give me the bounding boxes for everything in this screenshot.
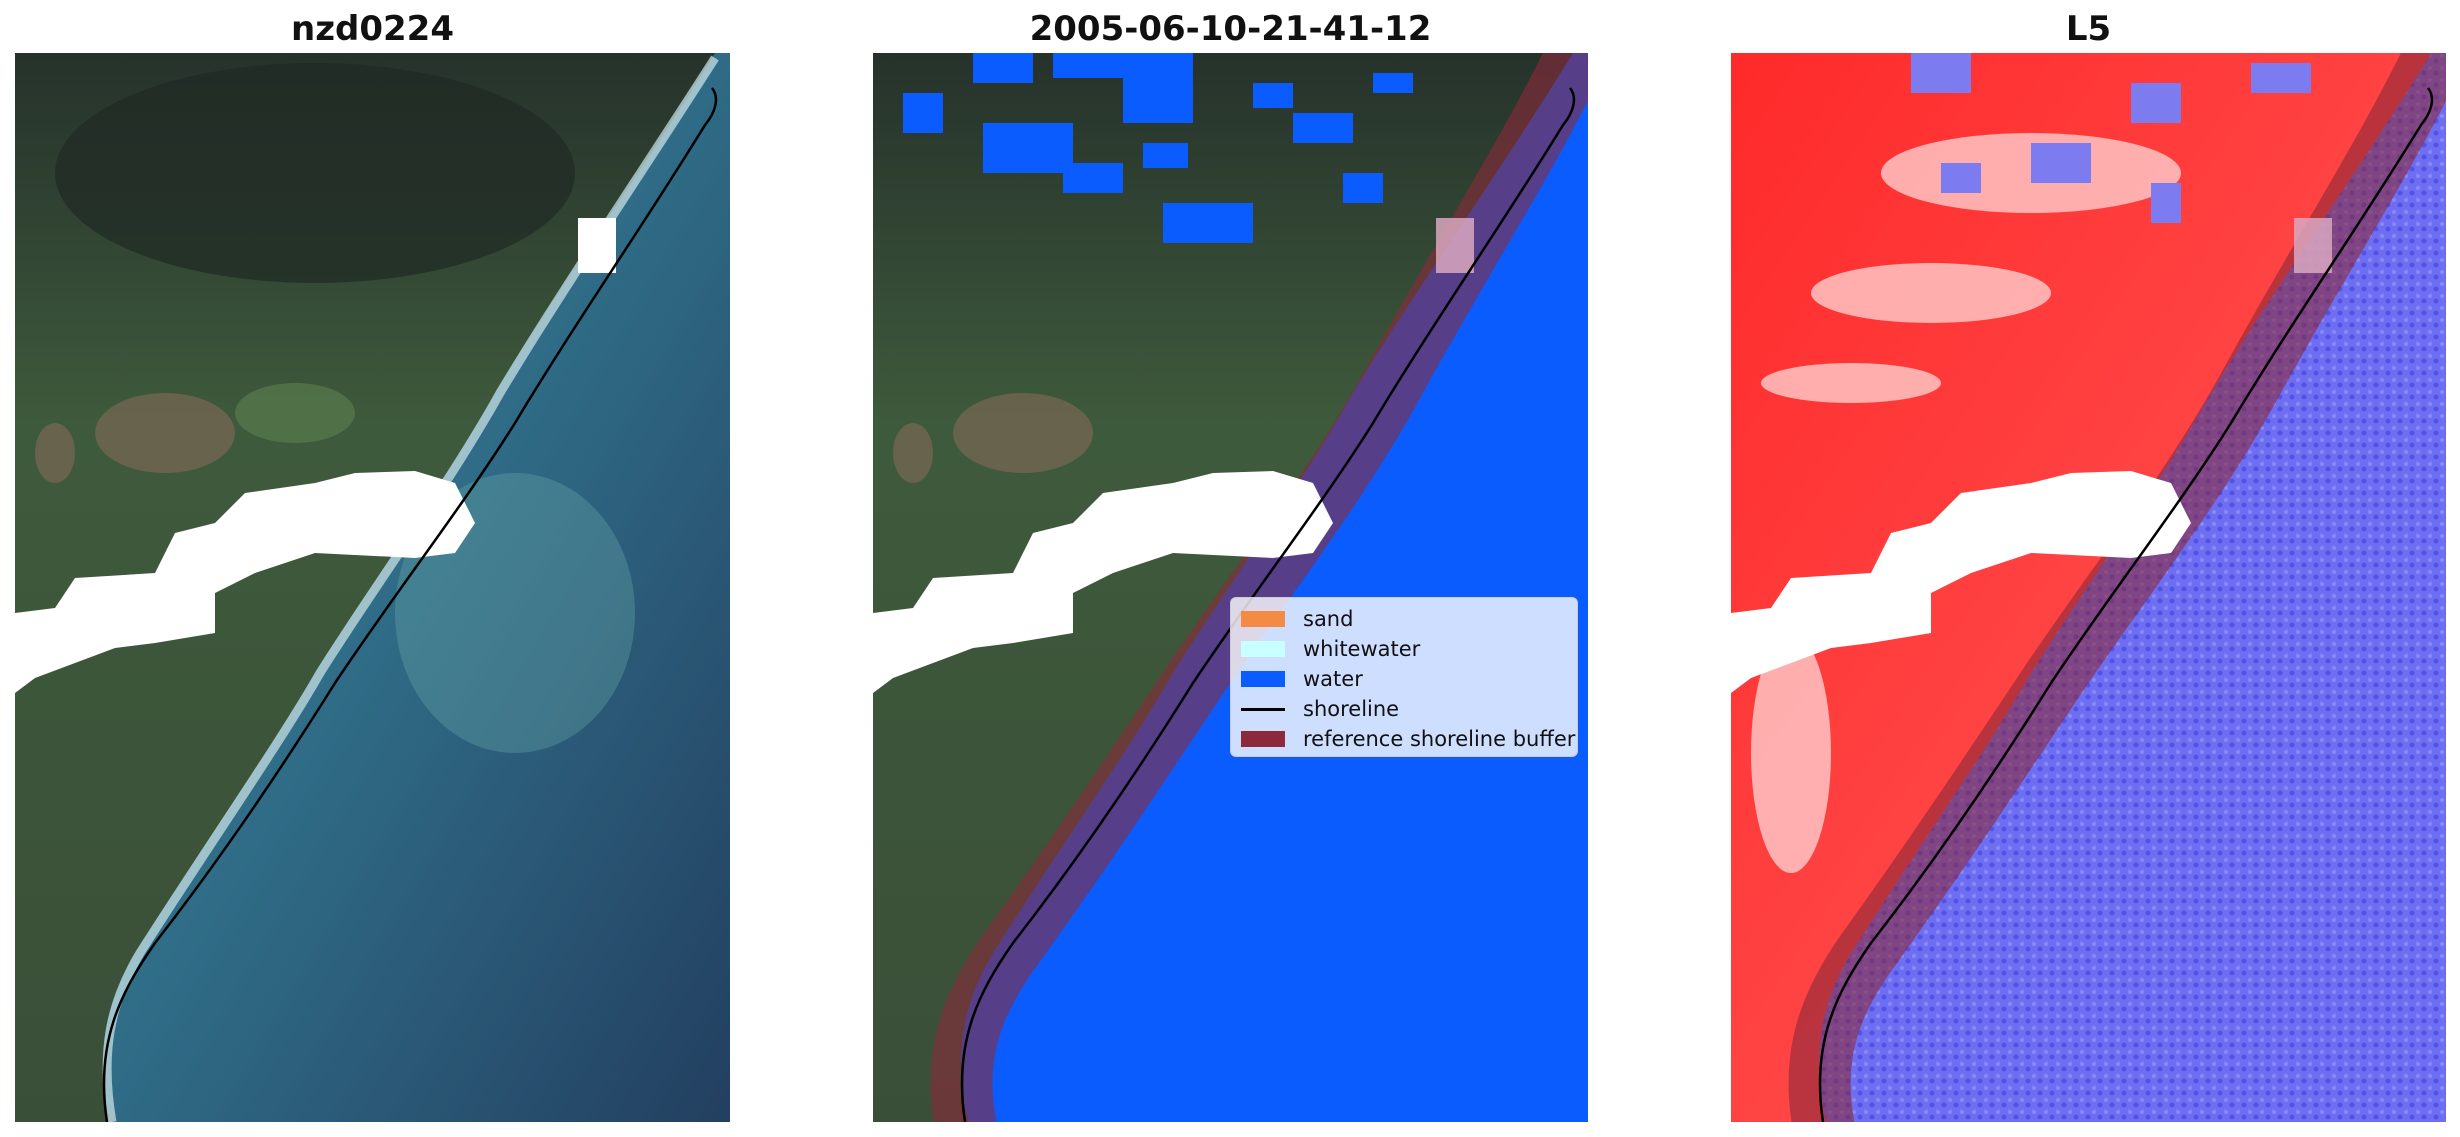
rgb-satellite-image [15, 53, 730, 1122]
legend-item-buffer: reference shoreline buffer [1241, 724, 1575, 754]
river-cloud-mask [1731, 471, 2191, 693]
forest-patch [55, 63, 575, 283]
paddock [953, 393, 1093, 473]
river-cloud-mask [15, 471, 475, 693]
cloud-mask [1436, 218, 1474, 273]
panel-title-classified: 2005-06-10-21-41-12 [1029, 9, 1432, 49]
land-negative-patches [1911, 53, 2311, 223]
cloud-mask [578, 218, 616, 273]
paddock [235, 383, 355, 443]
water-swatch [1241, 671, 1285, 687]
shoreline [960, 87, 1576, 1122]
legend-label: sand [1303, 607, 1354, 631]
buffer-swatch [1241, 731, 1285, 747]
legend-label: reference shoreline buffer [1303, 727, 1576, 751]
shoreline [1818, 87, 2434, 1122]
whitewater-swatch [1241, 641, 1285, 657]
legend-item-sand: sand [1241, 604, 1567, 634]
shoreline-swatch [1241, 707, 1285, 711]
legend: sand whitewater water shoreline referenc… [1230, 597, 1578, 757]
inland-water-pixels [903, 53, 1413, 243]
sand-swatch [1241, 611, 1285, 627]
surf-zone [102, 55, 719, 1122]
classified-image [873, 53, 1588, 1122]
paddock [893, 423, 933, 483]
legend-label: whitewater [1303, 637, 1421, 661]
legend-item-whitewater: whitewater [1241, 634, 1567, 664]
index-image [1731, 53, 2446, 1122]
legend-item-water: water [1241, 664, 1567, 694]
paddock [95, 393, 235, 473]
legend-item-shoreline: shoreline [1241, 694, 1567, 724]
river-cloud-mask [873, 471, 1333, 693]
panel-title-rgb: nzd0224 [291, 9, 454, 49]
legend-label: water [1303, 667, 1363, 691]
shoreline [102, 87, 718, 1122]
legend-label: shoreline [1303, 697, 1400, 721]
cloud-mask [2294, 218, 2332, 273]
ocean-area [103, 53, 730, 1122]
panel-title-index: L5 [2065, 9, 2112, 49]
paddock [35, 423, 75, 483]
